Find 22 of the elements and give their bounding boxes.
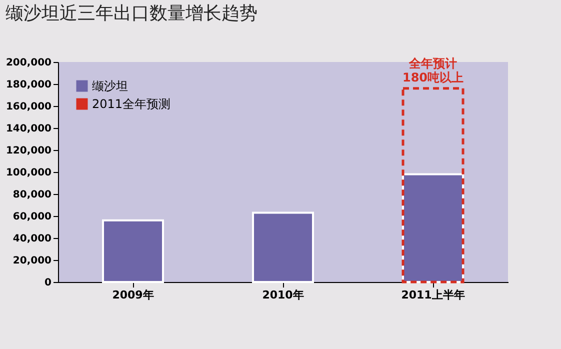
bar — [252, 212, 314, 283]
y-tick-label: 20,000 — [12, 256, 52, 266]
legend-label: 2011全年预测 — [92, 97, 171, 111]
bar — [402, 87, 464, 284]
y-tick-label: 100,000 — [6, 168, 52, 178]
y-tick-label: 140,000 — [6, 124, 52, 134]
x-tick-label: 2009年 — [112, 288, 154, 302]
y-tick-label: 120,000 — [6, 146, 52, 156]
y-tick-label: 160,000 — [6, 102, 52, 112]
legend-label: 缬沙坦 — [92, 79, 128, 93]
y-tick-label: 60,000 — [12, 212, 52, 222]
y-tick-label: 180,000 — [6, 80, 52, 90]
chart-title: 缬沙坦近三年出口数量增长趋势 — [5, 3, 258, 24]
x-tick-label: 2010年 — [262, 288, 304, 302]
y-tick-label: 80,000 — [12, 190, 52, 200]
y-tick-label: 40,000 — [12, 234, 52, 244]
bar — [102, 219, 164, 283]
annotation: 全年预计 180吨以上 — [402, 56, 464, 84]
x-tick-label: 2011上半年 — [401, 288, 465, 302]
bar — [402, 173, 464, 283]
y-tick-label: 200,000 — [6, 58, 52, 68]
y-tick-label: 0 — [44, 278, 52, 288]
